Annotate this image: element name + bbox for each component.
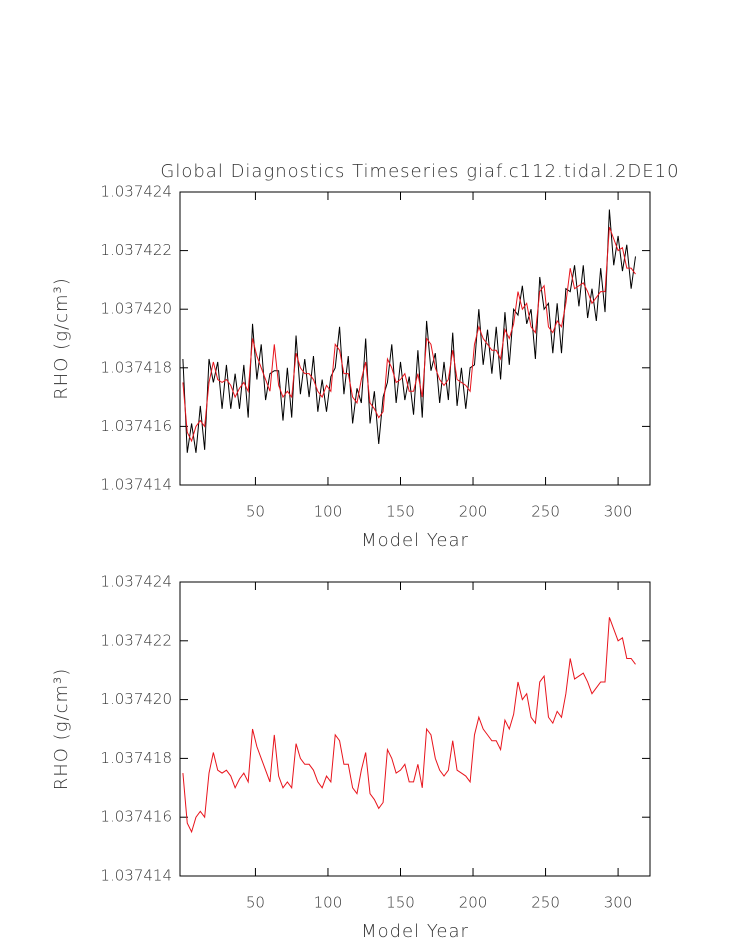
series-line [182,226,636,443]
series-line [182,209,636,453]
plot-frame [179,191,651,486]
x-tick-label: 50 [246,503,265,521]
x-tick-label: 100 [314,894,343,912]
x-tick-label: 150 [386,894,415,912]
y-tick-label: 1.037424 [100,183,172,201]
y-tick-label: 1.037424 [100,573,172,591]
y-tick-label: 1.037414 [100,476,172,494]
y-tick-label: 1.037414 [100,867,172,885]
y-tick-label: 1.037420 [100,690,172,708]
x-tick-label: 250 [531,894,560,912]
y-tick-label: 1.037420 [100,300,172,318]
x-tick-label: 200 [459,894,488,912]
x-tick-label: 300 [604,894,633,912]
plot-frame [179,581,651,877]
y-axis-label: RHO (g/cm³) [51,668,72,791]
x-axis-label: Model Year [361,921,469,942]
y-tick-label: 1.037418 [100,358,172,376]
y-tick-label: 1.037416 [100,417,172,435]
x-tick-label: 100 [314,503,343,521]
x-tick-label: 300 [604,503,633,521]
y-tick-label: 1.037422 [100,631,172,649]
x-tick-label: 250 [531,503,560,521]
y-tick-label: 1.037418 [100,749,172,767]
x-tick-label: 150 [386,503,415,521]
x-tick-label: 200 [459,503,488,521]
y-tick-label: 1.037422 [100,241,172,259]
x-axis-label: Model Year [361,530,469,551]
x-tick-label: 50 [246,894,265,912]
y-tick-label: 1.037416 [100,808,172,826]
series-line [182,617,636,834]
chart-title: Global Diagnostics Timeseries giaf.c112.… [160,161,679,182]
y-axis-label: RHO (g/cm³) [51,277,72,400]
